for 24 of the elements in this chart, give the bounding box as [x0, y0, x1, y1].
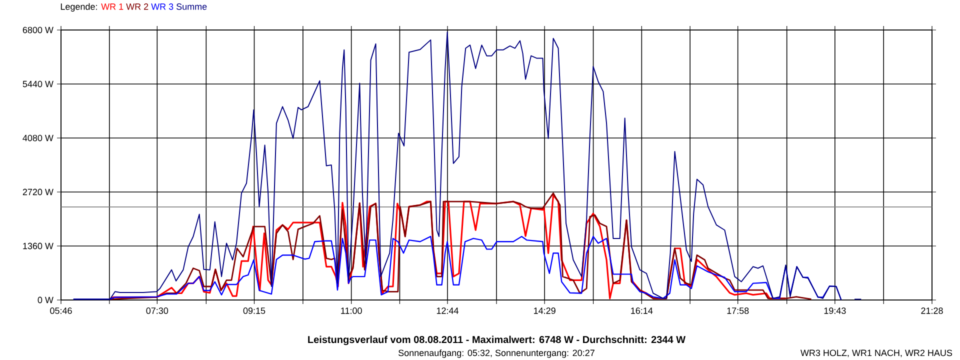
text: Sonnenaufgang: 05:32, Sonnenuntergang: 20:27	[398, 349, 594, 358]
y-tick-label: 6800 W	[22, 26, 54, 34]
y-tick-label: 5440 W	[22, 80, 54, 88]
x-tick-label: 17:58	[727, 308, 749, 314]
legend-title: Legende:	[60, 3, 97, 12]
x-tick-label: 16:14	[631, 308, 653, 314]
x-tick-label: 19:43	[824, 308, 846, 314]
x-tick-label: 07:30	[146, 308, 168, 314]
y-tick-label: 1360 W	[23, 242, 54, 250]
x-tick-label: 21:28	[921, 308, 943, 314]
text: WR 2	[126, 3, 148, 10]
y-tick-label: 0 W	[38, 296, 54, 304]
x-tick-label: 05:46	[50, 308, 72, 314]
text: WR 3	[151, 3, 174, 10]
y-tick-label: 4080 W	[22, 134, 54, 142]
x-tick-label: 12:44	[436, 308, 458, 314]
text: WR 1	[101, 4, 124, 10]
x-tick-label: 09:15	[243, 308, 266, 314]
x-tick-label: 11:00	[341, 308, 362, 314]
text: Summe	[176, 3, 207, 10]
text: Leistungsverlauf vom 08.08.2011 - Maximalwert: 6748 W - Durchschnitt: 2344 W	[308, 336, 686, 346]
y-tick-label: 2720 W	[22, 188, 54, 196]
text: WR3 HOLZ, WR1 NACH, WR2 HAUS	[800, 350, 952, 358]
x-tick-label: 14:29	[534, 308, 556, 314]
